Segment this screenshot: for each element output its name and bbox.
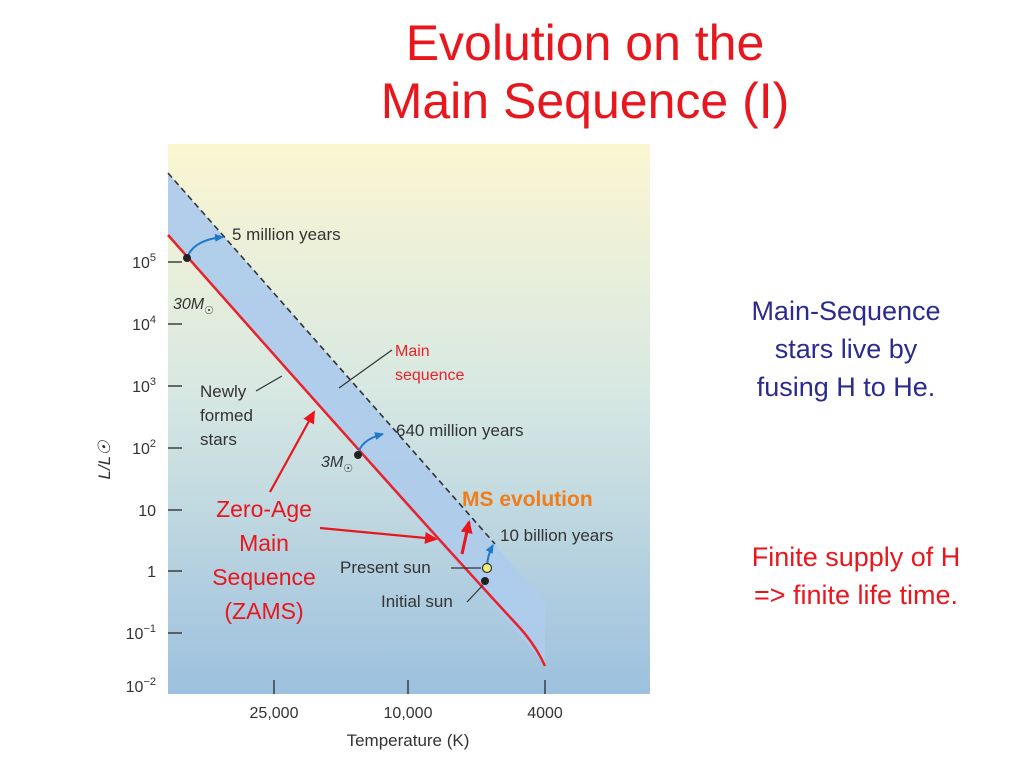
title-line-2: Main Sequence (I): [380, 73, 790, 129]
note-line: Main-Sequence: [751, 296, 941, 326]
mass-label-3: 3M☉: [321, 454, 353, 475]
y-tick-label: 10: [138, 503, 156, 520]
label-5-million-years: 5 million years: [232, 225, 341, 244]
label-10-billion-years: 10 billion years: [500, 526, 613, 545]
label-main-sequence: Main sequence: [395, 343, 464, 384]
svg-text:Main: Main: [239, 530, 289, 556]
star-point-30msun: [183, 254, 191, 262]
svg-text:(ZAMS): (ZAMS): [224, 598, 303, 624]
x-axis: [273, 680, 546, 694]
leader-main-sequence: [338, 349, 393, 389]
label-ms-evolution: MS evolution: [462, 488, 593, 511]
svg-text:stars: stars: [200, 430, 237, 449]
label-640-million-years: 640 million years: [396, 421, 524, 440]
note-main-sequence-fusion: Main-Sequence stars live by fusing H to …: [706, 292, 986, 406]
y-tick-label: 102: [132, 438, 156, 458]
y-tick-label: 105: [132, 252, 156, 272]
ms-evolution-arrow: [460, 520, 473, 555]
y-tick-label: 1: [147, 564, 156, 581]
star-point-initial-sun: [481, 577, 489, 585]
y-tick-label: 104: [132, 314, 156, 334]
x-tick-label: 10,000: [384, 705, 433, 722]
note-finite-lifetime: Finite supply of H => finite life time.: [706, 538, 1006, 614]
y-axis: [168, 261, 182, 634]
star-point-present-sun: [481, 562, 493, 574]
y-axis-label: L/L☉: [95, 440, 114, 480]
svg-text:Newly: Newly: [200, 382, 247, 401]
svg-text:formed: formed: [200, 406, 253, 425]
title-line-1: Evolution on the: [405, 15, 765, 71]
slide-title: Evolution on the Main Sequence (I): [300, 14, 870, 130]
star-point-3msun: [354, 451, 362, 459]
svg-text:sequence: sequence: [395, 367, 464, 384]
note-line: stars live by: [774, 334, 918, 364]
y-tick-label: 10−1: [126, 623, 156, 643]
label-present-sun: Present sun: [340, 558, 431, 577]
svg-text:Main: Main: [395, 343, 430, 360]
x-tick-label: 25,000: [250, 705, 299, 722]
leader-newly-formed: [255, 375, 283, 392]
leader-initial-sun: [466, 584, 484, 603]
main-sequence-band: [168, 173, 545, 666]
x-axis-label: Temperature (K): [347, 731, 470, 750]
note-line: Finite supply of H: [751, 542, 961, 572]
mass-label-30: 30M☉: [173, 296, 214, 317]
note-line: fusing H to He.: [756, 372, 936, 402]
y-tick-label: 103: [132, 376, 156, 396]
label-zams: Zero-Age Main Sequence (ZAMS): [212, 496, 316, 624]
zams-arrow-lower: [319, 526, 438, 544]
y-tick-label: 10−2: [126, 676, 156, 696]
plot-background: [168, 144, 650, 694]
zams-line: [167, 234, 547, 667]
svg-text:Zero-Age: Zero-Age: [216, 496, 312, 522]
note-line: => finite life time.: [753, 580, 959, 610]
label-initial-sun: Initial sun: [381, 592, 453, 611]
label-newly-formed-stars: Newly formed stars: [200, 382, 253, 449]
zams-arrow-upper: [269, 410, 315, 493]
x-tick-label: 4000: [527, 705, 563, 722]
svg-text:Sequence: Sequence: [212, 564, 316, 590]
